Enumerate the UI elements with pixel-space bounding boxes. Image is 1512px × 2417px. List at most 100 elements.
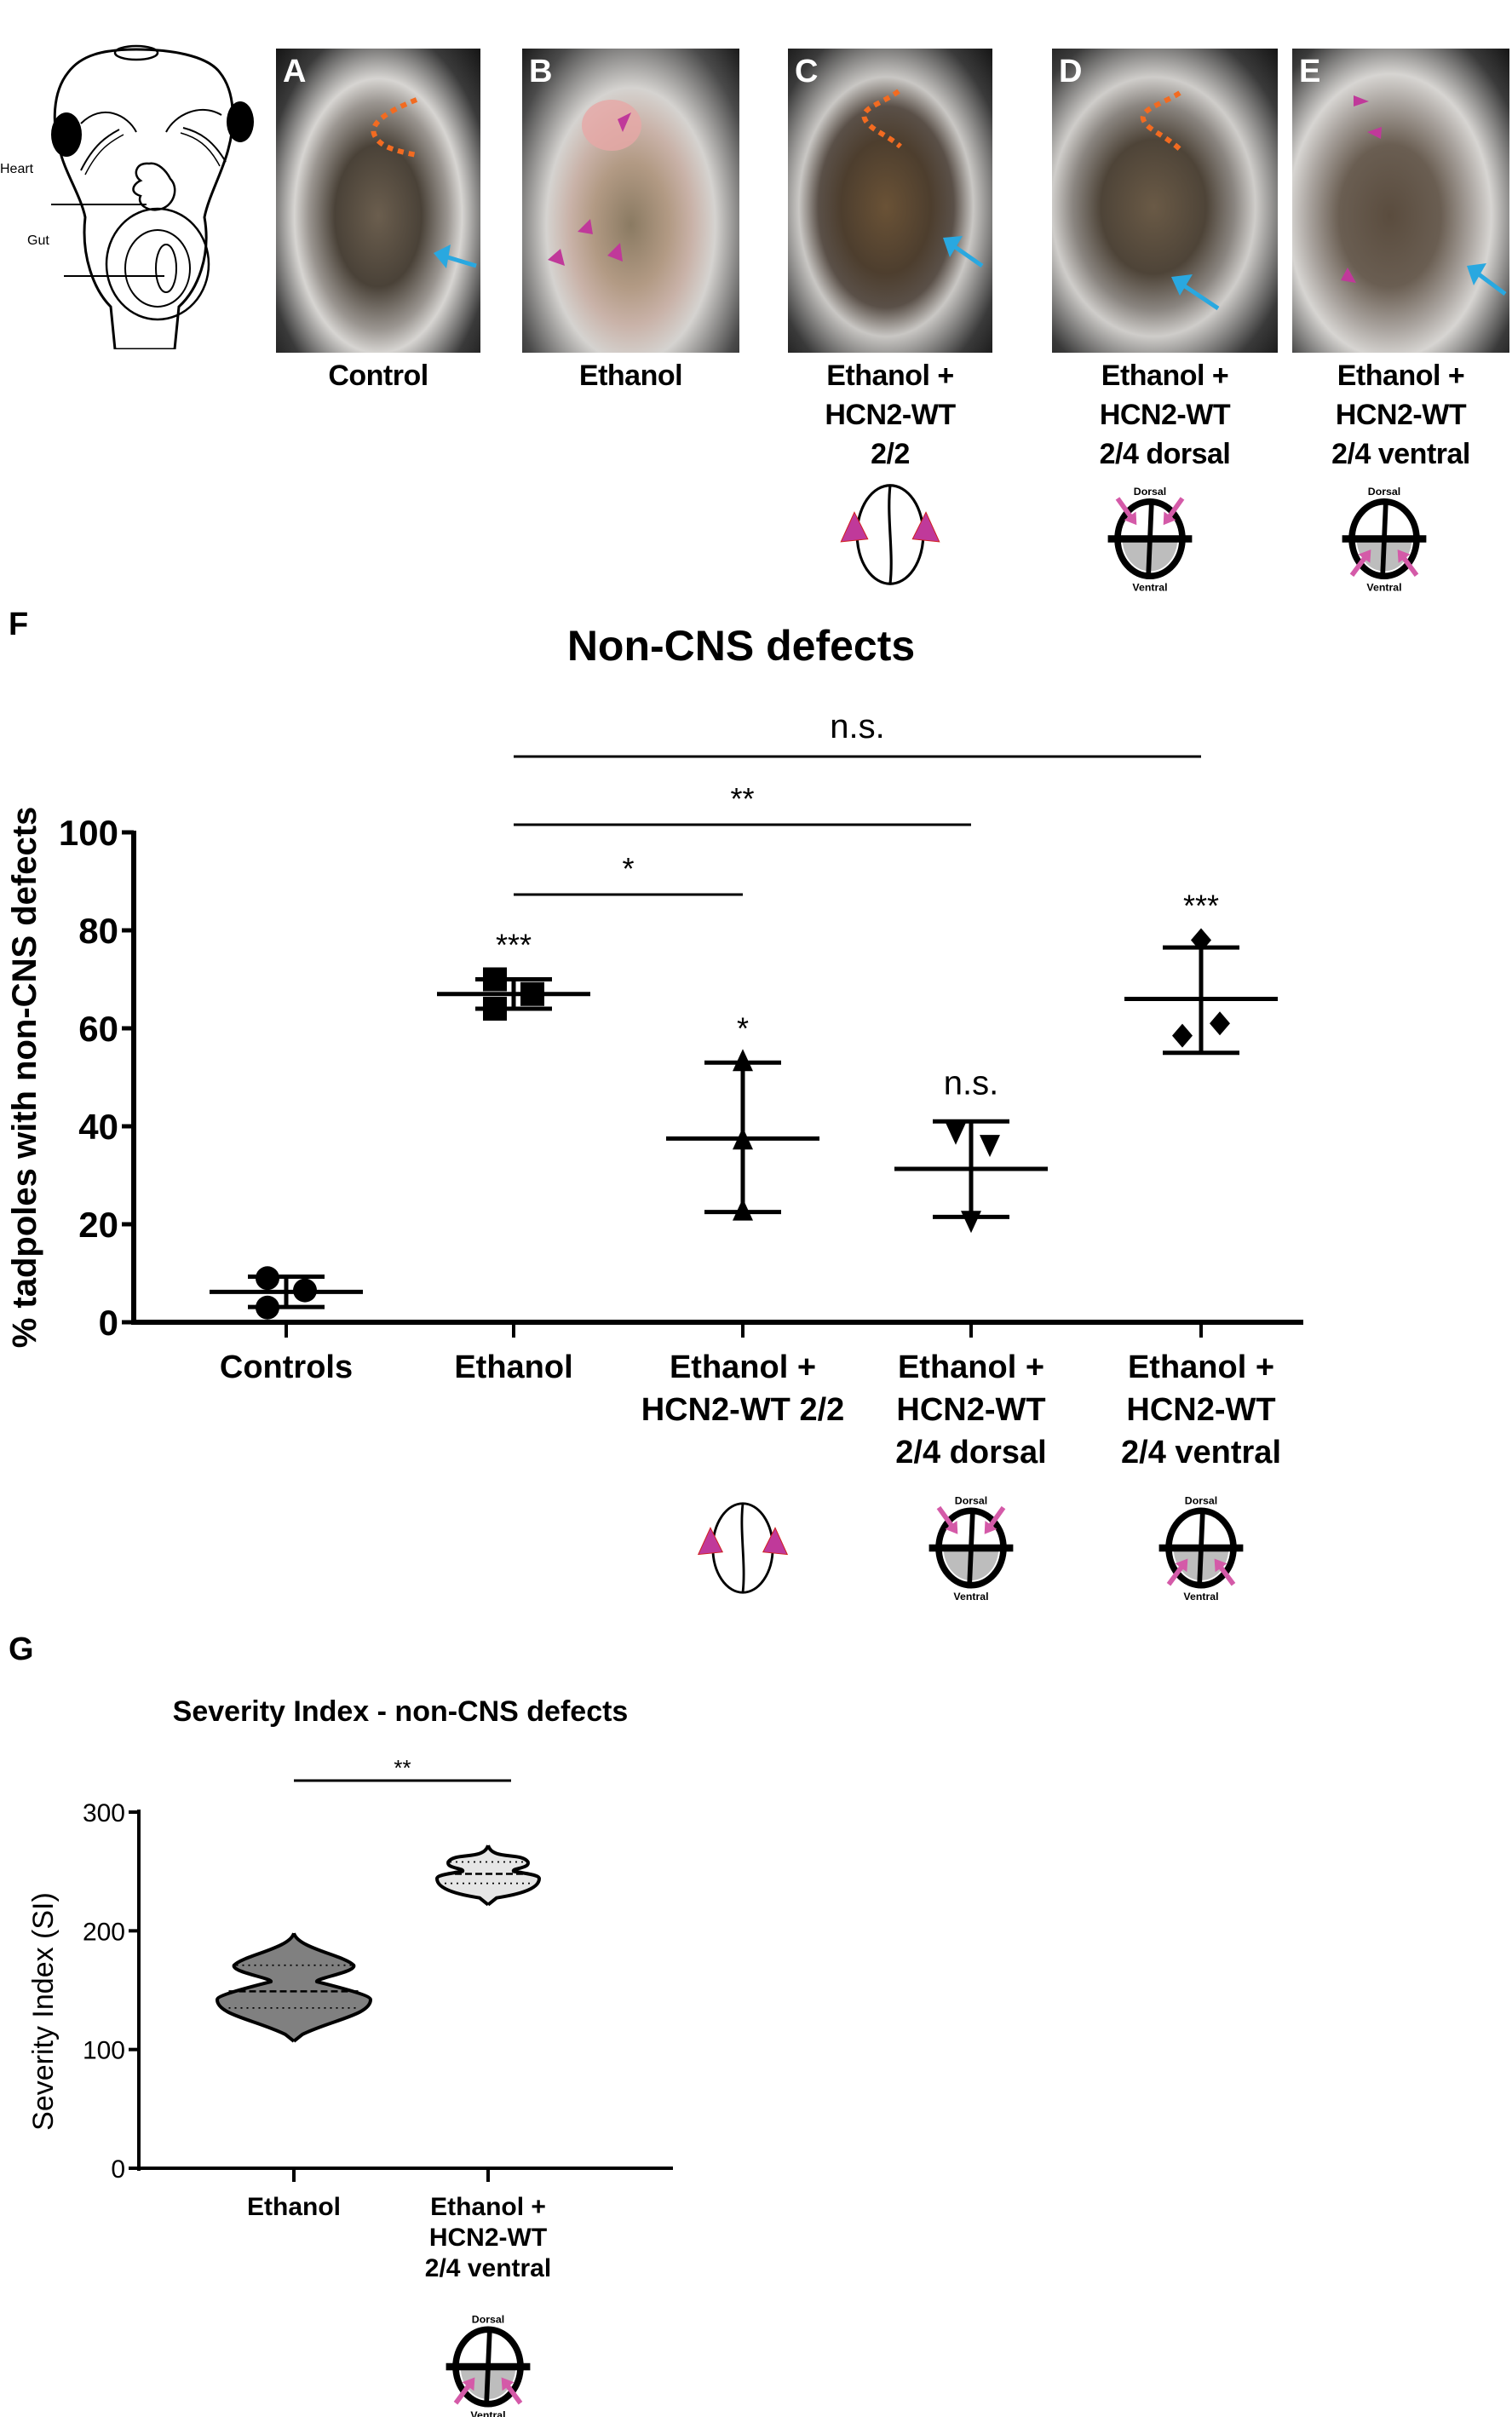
cleavage-line	[1197, 1511, 1205, 1585]
cleavage-line	[1146, 501, 1154, 577]
y-axis-label: % tadpoles with non-CNS defects	[6, 807, 43, 1349]
cleavage-line	[740, 1503, 745, 1593]
comparison-label: **	[394, 1755, 411, 1781]
injection-diagram-d: Dorsal Ventral	[1086, 480, 1214, 595]
heart-outline-dotted	[861, 89, 902, 149]
significance-label: ***	[496, 928, 532, 963]
arrow-head	[984, 1520, 997, 1534]
violin-outline	[292, 1932, 373, 2043]
injection-arrow-icon	[1166, 1558, 1188, 1586]
violin-outline	[434, 1844, 490, 1907]
gut-label: Gut	[27, 233, 49, 248]
injection-diagram-e: Dorsal Ventral	[1320, 480, 1448, 595]
arrow-head	[501, 2377, 515, 2391]
injection-diagram-svg	[840, 484, 940, 585]
injection-diagram-4-cell-ventral-icon: Dorsal Ventral	[1342, 486, 1427, 593]
dorsal-label: Dorsal	[1134, 486, 1166, 498]
data-point-triangle-up	[733, 1198, 753, 1221]
injection-arrow-icon	[453, 2377, 475, 2405]
panel-caption-b: Ethanol	[522, 356, 739, 395]
caption-line: 2/2	[871, 438, 910, 470]
panel-letter: D	[1059, 54, 1083, 89]
photo-panel-e: E	[1292, 49, 1509, 353]
arrow-head	[462, 2377, 475, 2391]
x-tick-label: Ethanol +	[670, 1349, 816, 1385]
blue-arrow-icon	[434, 245, 477, 268]
data-point-diamond	[1210, 1011, 1230, 1036]
injection-diagram-svg: Dorsal Ventral	[1107, 486, 1193, 593]
dorsal-label: Dorsal	[955, 1495, 987, 1507]
arrow-head	[1175, 1558, 1188, 1573]
panel-markers	[371, 97, 477, 268]
injection-arrow-icon	[936, 1505, 958, 1534]
cleavage-line	[888, 485, 893, 584]
arrowhead-icon	[607, 243, 623, 262]
injection-arrow-icon	[1397, 550, 1419, 577]
data-point-square	[483, 997, 507, 1021]
x-tick-label: Ethanol +	[1128, 1349, 1274, 1385]
injection-arrow-icon	[1163, 497, 1185, 526]
tadpole-drawing	[51, 44, 254, 351]
panel-caption-d: Ethanol + HCN2-WT 2/4 dorsal	[1043, 356, 1286, 474]
injection-arrowhead-icon	[911, 511, 940, 543]
y-tick-label: 20	[78, 1205, 118, 1245]
ventral-label: Ventral	[470, 2409, 505, 2417]
injection-diagram-4-cell-ventral-icon: Dorsal Ventral	[446, 2314, 531, 2417]
data-point-triangle-up	[733, 1049, 753, 1072]
blue-arrow-icon	[1171, 274, 1220, 311]
x-tick-label: 2/4 dorsal	[895, 1435, 1046, 1470]
injection-arrow-icon	[501, 2377, 523, 2405]
heart-outline-dotted	[371, 97, 418, 158]
arrowhead-icon	[1354, 95, 1369, 106]
data-point-triangle-down	[961, 1211, 981, 1234]
ventral-label: Ventral	[1183, 1591, 1218, 1603]
y-tick-label: 0	[99, 1303, 118, 1343]
caption-line: Ethanol +	[1337, 360, 1465, 392]
y-tick-label: 40	[78, 1107, 118, 1147]
x-tick-label: Ethanol +	[430, 2193, 546, 2221]
caption-line: HCN2-WT	[1335, 399, 1467, 431]
injection-diagram-4-cell-ventral-icon: Dorsal Ventral	[1158, 1495, 1244, 1603]
violin-fill	[437, 1845, 539, 1905]
arrow-head	[1124, 511, 1137, 526]
data-point-triangle-up	[733, 1127, 753, 1150]
cleavage-line	[967, 1511, 975, 1585]
caption-line: Ethanol	[578, 360, 683, 392]
data-point-square	[483, 967, 507, 992]
y-tick-label: 60	[78, 1009, 118, 1049]
arrowhead-icon	[1367, 127, 1382, 139]
panel-letter: B	[529, 54, 553, 89]
panel-letter: C	[795, 54, 819, 89]
x-tick-label: 2/4 ventral	[1121, 1435, 1281, 1470]
photo-panel-d: D	[1052, 49, 1278, 353]
violin-outline	[486, 1844, 542, 1907]
y-tick-label: 0	[111, 2155, 125, 2184]
x-tick-label: Ethanol	[247, 2193, 341, 2221]
data-point-circle	[256, 1266, 279, 1291]
arrow-head	[1358, 550, 1371, 563]
ventral-label: Ventral	[953, 1591, 988, 1603]
y-tick-label: 300	[83, 1799, 125, 1827]
comparison-label: n.s.	[830, 708, 884, 745]
comparison-label: *	[622, 851, 634, 886]
x-tick-label: Ethanol	[454, 1349, 572, 1385]
injection-diagram-2-cell-both-icon	[840, 484, 940, 585]
heart-edema	[582, 100, 641, 151]
panel-markers	[1140, 90, 1220, 311]
data-point-circle	[293, 1278, 317, 1303]
violin-outline	[215, 1932, 296, 2043]
x-tick-label: HCN2-WT	[896, 1392, 1045, 1428]
arrow-head	[1163, 511, 1176, 526]
dorsal-label: Dorsal	[472, 2314, 504, 2326]
chart-title: Non-CNS defects	[567, 622, 915, 670]
figure-letter-g: G	[9, 1631, 34, 1667]
caption-line: Ethanol +	[826, 360, 954, 392]
caption-line: HCN2-WT	[1099, 399, 1231, 431]
injection-arrow-icon	[1214, 1558, 1236, 1586]
dorsal-label: Dorsal	[1185, 1495, 1217, 1507]
arrow-head	[1397, 550, 1411, 563]
injection-diagram-c	[826, 481, 954, 588]
arrow-head	[945, 1520, 958, 1534]
cleavage-line	[1380, 501, 1388, 577]
injection-diagram-4-cell-dorsal-icon: Dorsal Ventral	[1107, 486, 1193, 593]
